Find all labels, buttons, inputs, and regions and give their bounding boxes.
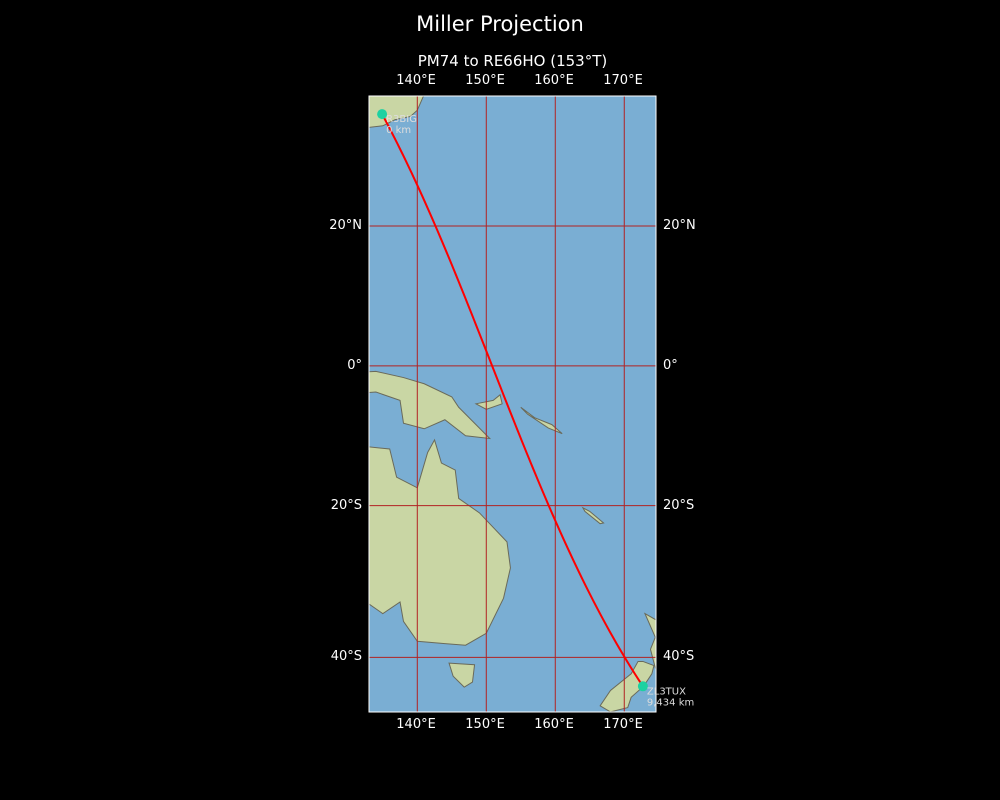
lon-tick-label-bottom: 150°E xyxy=(465,717,505,732)
lon-tick-label-top: 140°E xyxy=(396,73,436,88)
land-australia xyxy=(369,438,511,646)
lon-tick-label-bottom: 170°E xyxy=(603,717,643,732)
lat-tick-label-right: 20°S xyxy=(663,497,695,513)
station-distance: 9,434 km xyxy=(647,697,694,708)
map-frame xyxy=(368,95,657,713)
lon-tick-label-bottom: 140°E xyxy=(396,717,436,732)
land-nz-south-island xyxy=(599,660,655,712)
station-callsign: ZL3TUX xyxy=(647,686,686,697)
map-title: Miller Projection xyxy=(416,12,584,36)
land-new-caledonia xyxy=(581,506,605,525)
land-japan xyxy=(369,96,425,128)
map-subtitle: PM74 to RE66HO (153°T) xyxy=(417,52,608,70)
lat-tick-label-right: 0° xyxy=(663,357,678,373)
great-circle-path xyxy=(381,113,644,687)
land-solomon-islands xyxy=(520,406,563,435)
lon-tick-label-top: 160°E xyxy=(534,73,574,88)
lon-tick-label-bottom: 160°E xyxy=(534,717,574,732)
land-new-britain xyxy=(474,393,503,410)
station-marker xyxy=(377,109,388,120)
lat-tick-label-left: 20°N xyxy=(329,218,362,233)
lat-tick-label-right: 20°N xyxy=(663,218,696,233)
station-distance: 0 km xyxy=(386,125,411,136)
station-callsign: R3BIG xyxy=(386,114,417,125)
lon-tick-label-top: 150°E xyxy=(465,73,505,88)
lat-tick-label-left: 20°S xyxy=(330,497,362,513)
lat-tick-label-left: 40°S xyxy=(330,649,362,665)
land-tasmania xyxy=(448,662,476,688)
land-new-guinea xyxy=(369,370,492,440)
lat-tick-label-left: 0° xyxy=(347,357,362,373)
station-marker xyxy=(637,681,648,692)
lat-tick-label-right: 40°S xyxy=(663,649,695,665)
lon-tick-label-top: 170°E xyxy=(603,73,643,88)
land-nz-north-island xyxy=(643,612,656,669)
